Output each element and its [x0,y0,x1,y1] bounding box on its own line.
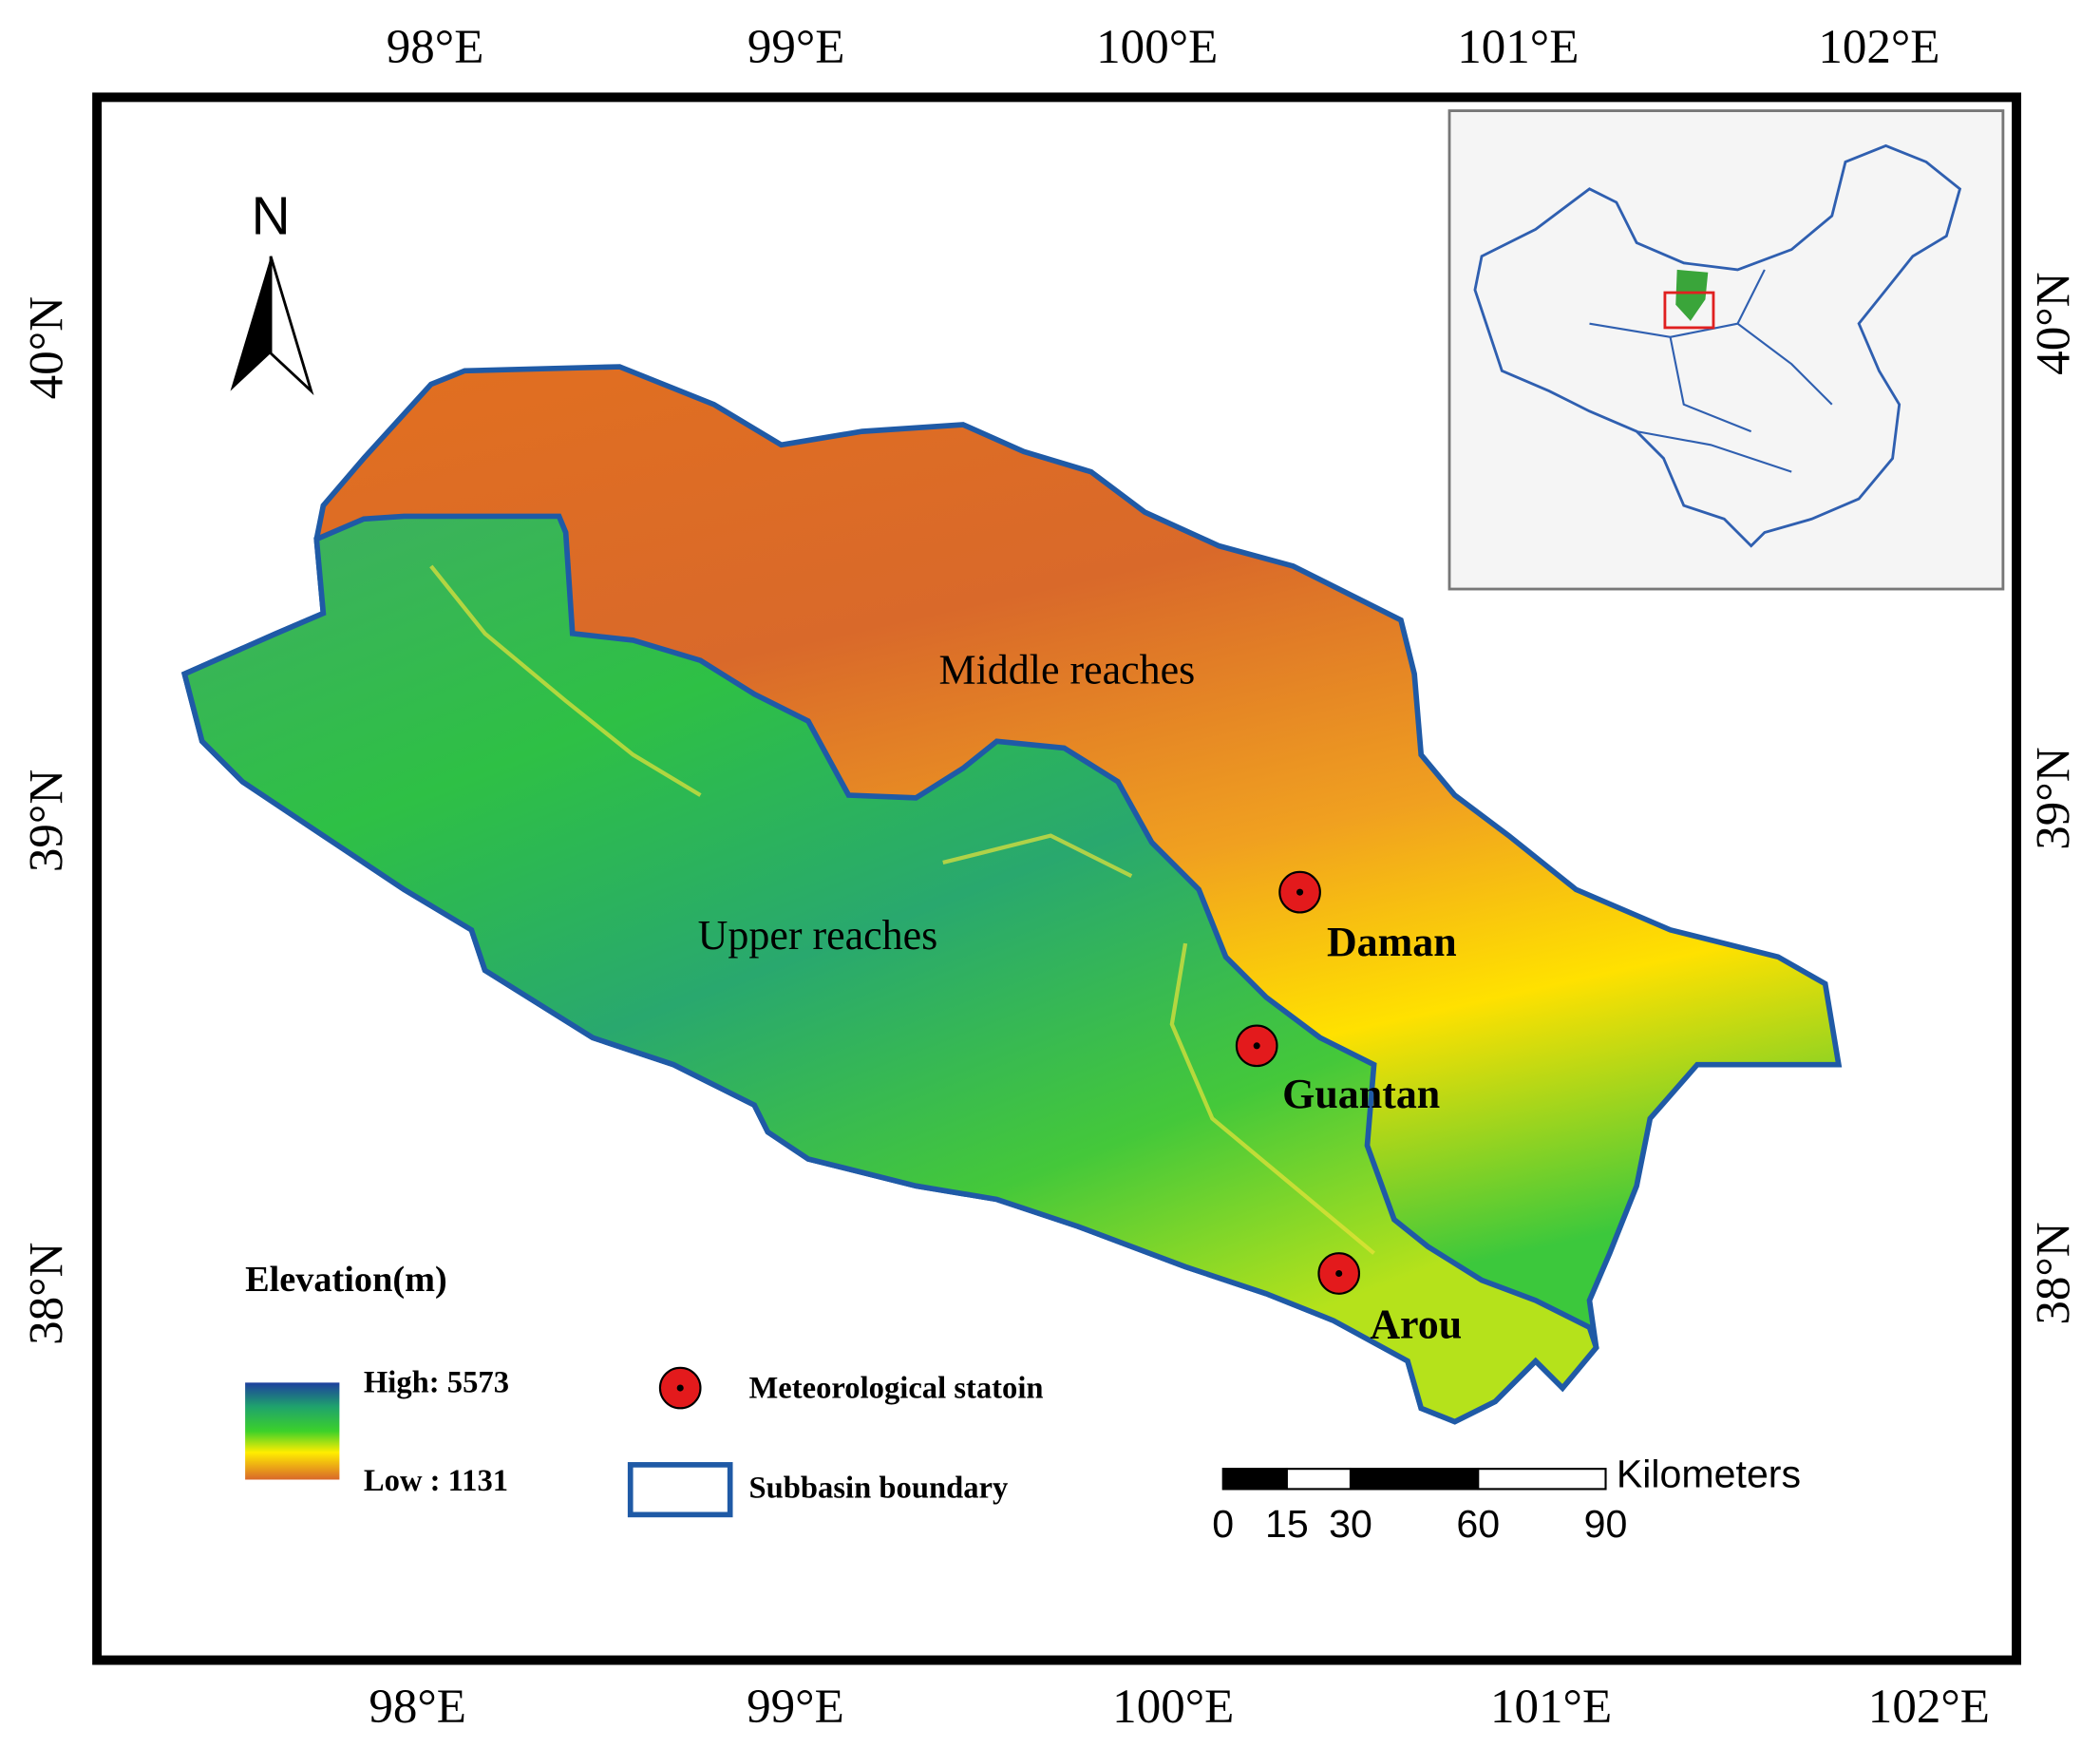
lat-label: 40°N [21,296,74,399]
station-marker [1278,870,1321,914]
legend-title: Elevation(m) [245,1260,447,1300]
station-label: Daman [1327,919,1457,965]
lon-label: 101°E [1457,21,1579,74]
station-label: Guantan [1282,1071,1440,1117]
legend-station-symbol [658,1366,702,1410]
station-label: Arou [1370,1302,1462,1348]
lat-label: 39°N [2028,747,2081,849]
scale-tick-label: 15 [1265,1502,1309,1546]
lon-label: 101°E [1490,1681,1612,1734]
scale-tick-label: 90 [1584,1502,1628,1546]
inset-basin [1675,269,1709,321]
region-label: Middle reaches [938,646,1195,693]
inset-frame [1447,109,2005,591]
legend-high: High: 5573 [364,1366,509,1400]
lon-label: 98°E [387,21,484,74]
scale-segment [1221,1468,1288,1491]
lon-label: 102°E [1868,1681,1990,1734]
scale-unit: Kilometers [1617,1453,1801,1496]
scale-segment [1285,1468,1353,1491]
lat-label: 38°N [2028,1222,2081,1324]
inset-country-outline [1473,143,1962,548]
lat-label: 40°N [2028,272,2081,374]
scale-tick-label: 30 [1329,1502,1372,1546]
scale-tick-label: 60 [1456,1502,1500,1546]
lat-label: 38°N [21,1243,74,1345]
lon-label: 99°E [747,21,845,74]
region-label: Upper reaches [698,912,938,959]
lon-label: 100°E [1096,21,1218,74]
lon-label: 98°E [369,1681,466,1734]
upper-reaches-area [180,513,1599,1425]
station-marker [1235,1024,1278,1068]
lon-label: 102°E [1818,21,1939,74]
north-arrow [269,256,314,396]
river-valleys [429,564,1375,1255]
legend-station: Meteorological statoin [749,1371,1044,1405]
legend-boundary-symbol [627,1462,733,1518]
inset-province-lines [1589,269,1833,473]
legend-low: Low : 1131 [364,1464,508,1498]
inset-extent [1663,291,1715,330]
lat-label: 39°N [21,770,74,872]
station-marker [1317,1252,1361,1295]
legend-elevation-ramp [245,1382,340,1480]
north-label: N [252,186,291,246]
lon-label: 99°E [747,1681,844,1734]
lon-label: 100°E [1112,1681,1234,1734]
scale-tick-label: 0 [1212,1502,1234,1546]
legend-boundary: Subbasin boundary [749,1471,1009,1505]
scale-segment [1477,1468,1607,1491]
scale-segment [1349,1468,1480,1491]
